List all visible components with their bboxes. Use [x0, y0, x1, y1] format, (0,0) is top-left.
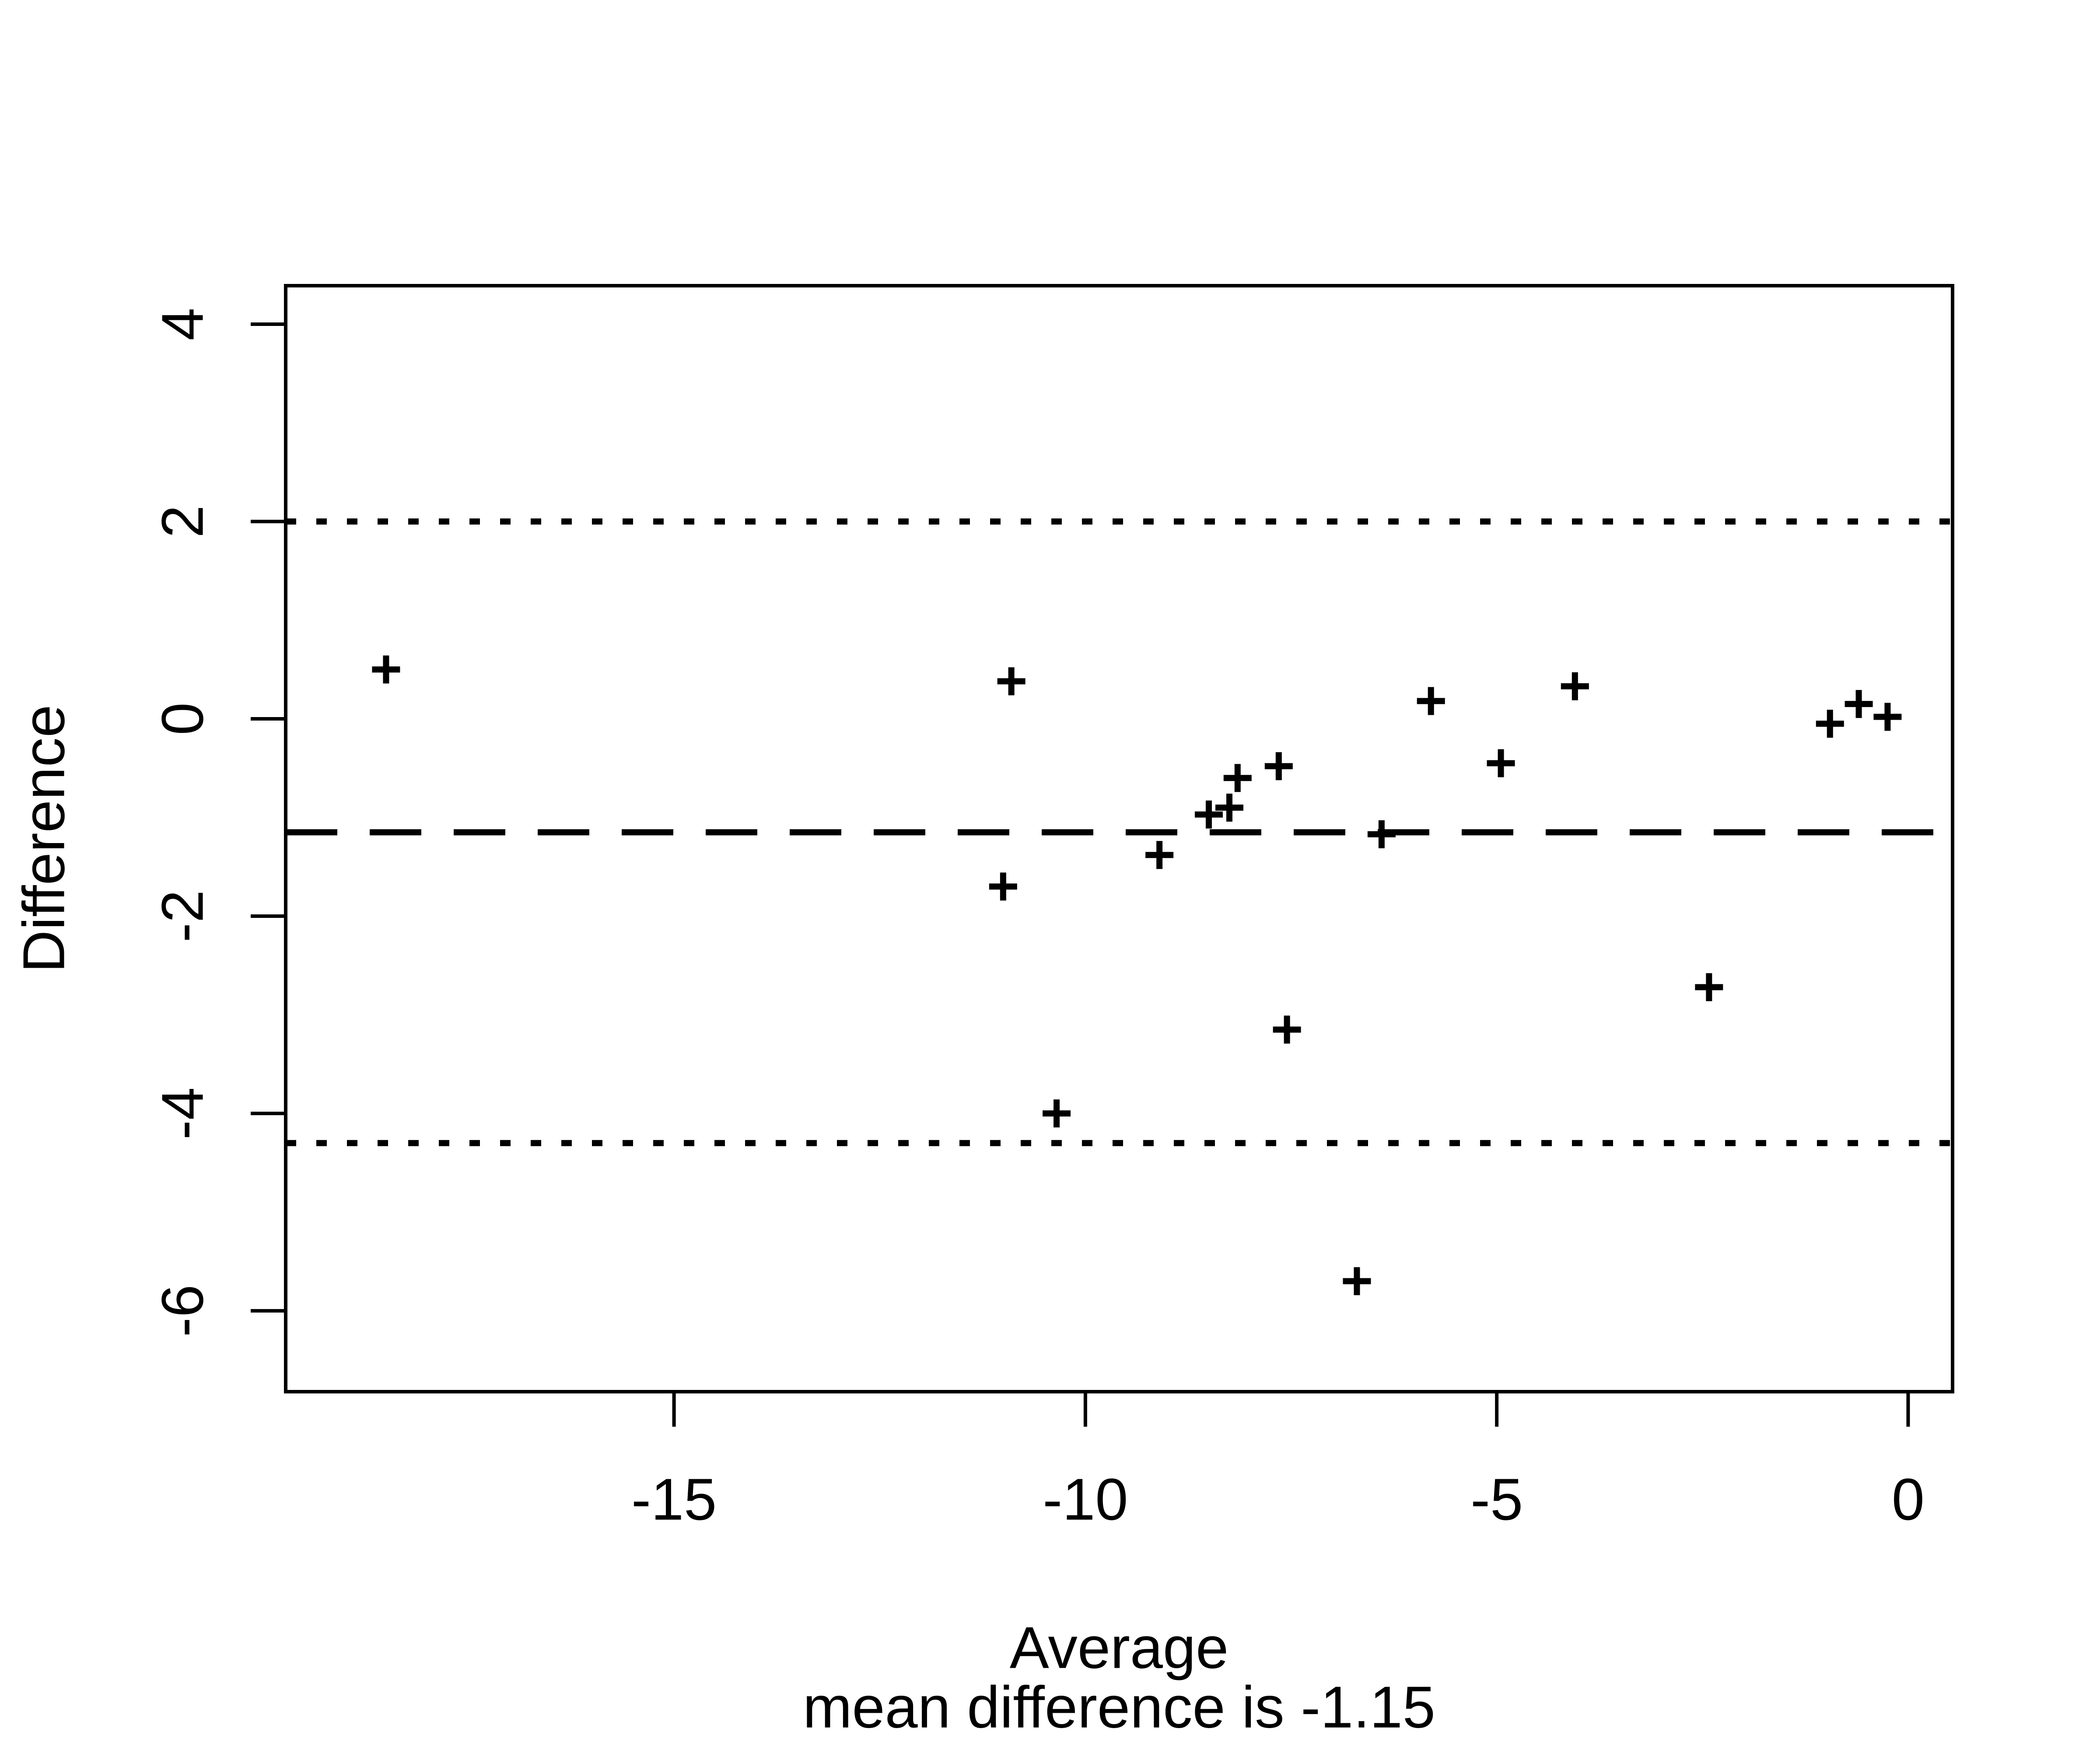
data-point-marker — [1561, 672, 1589, 700]
data-point-marker — [989, 872, 1017, 901]
data-point-marker — [997, 667, 1026, 696]
x-tick-label: -5 — [1470, 1466, 1523, 1533]
data-point-marker — [1264, 752, 1293, 780]
x-tick-label: -10 — [1043, 1466, 1128, 1533]
data-point-marker — [1367, 820, 1396, 848]
x-tick-label: -15 — [631, 1466, 717, 1533]
plot-box — [284, 284, 1954, 1393]
data-point-marker — [1873, 703, 1902, 731]
data-point-marker — [1844, 690, 1873, 718]
mean-difference-annotation: mean difference is -1.15 — [803, 1674, 1435, 1740]
y-axis-tick-labels: 4 2 0 -2 -4 -6 — [150, 308, 216, 1337]
y-tick-label: 0 — [150, 702, 216, 735]
data-point-marker — [1215, 793, 1243, 822]
y-axis-label: Difference — [11, 705, 77, 973]
x-axis-ticks — [672, 1392, 1910, 1427]
data-point-marker — [1043, 1099, 1071, 1128]
y-tick-label: 4 — [150, 308, 216, 340]
x-axis-tick-labels: -15 -10 -5 0 — [631, 1466, 1925, 1533]
data-points — [372, 655, 1902, 1295]
data-point-marker — [372, 655, 400, 684]
data-point-marker — [1487, 749, 1515, 777]
data-point-marker — [1816, 710, 1844, 738]
data-point-marker — [1145, 841, 1174, 869]
data-point-marker — [1417, 687, 1445, 715]
x-axis-label: Average — [1010, 1615, 1228, 1681]
y-tick-label: -6 — [150, 1284, 216, 1337]
y-axis-ticks — [251, 322, 286, 1313]
y-tick-label: -2 — [150, 890, 216, 942]
data-point-marker — [1194, 800, 1223, 829]
data-point-marker — [1343, 1267, 1371, 1295]
x-tick-label: 0 — [1892, 1466, 1925, 1533]
y-tick-label: -4 — [150, 1087, 216, 1140]
data-point-marker — [1695, 973, 1723, 1001]
data-point-marker — [1273, 1015, 1301, 1044]
data-point-marker — [1223, 764, 1252, 792]
y-tick-label: 2 — [150, 505, 216, 538]
